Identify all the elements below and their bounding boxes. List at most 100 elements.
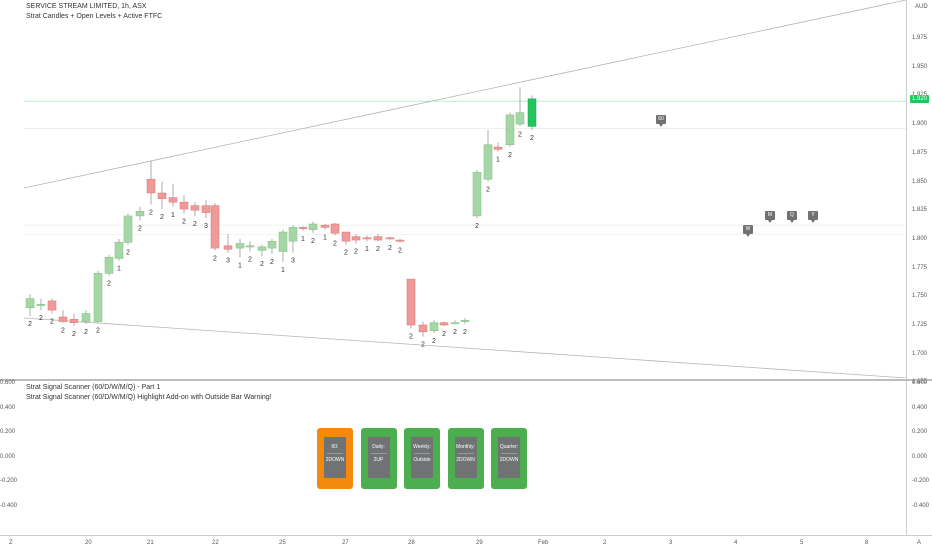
signal-tile-rule: [457, 453, 474, 454]
time-tick-label: 20: [85, 540, 92, 546]
strat-label: 1: [281, 267, 285, 274]
strat-label: 2: [138, 226, 142, 233]
scanner-pane[interactable]: Strat Signal Scanner (60/D/W/M/Q) - Part…: [0, 380, 906, 535]
signal-tile-panel: Quarter: 2DOWN: [498, 437, 520, 478]
candle-body: [429, 322, 439, 331]
price-axis[interactable]: AUD 1.9751.9501.9251.9001.8751.8501.8251…: [906, 0, 932, 385]
pane-divider[interactable]: [0, 379, 932, 381]
signal-tile-value: Outside: [413, 457, 431, 463]
indicator-name: Strat Candles + Open Levels + Active FTF…: [26, 13, 163, 20]
scanner-axis-label: 0.600: [0, 380, 16, 386]
time-tick-label: 27: [342, 540, 349, 546]
signal-tile-value: 2UP: [373, 457, 384, 463]
candle-body: [146, 178, 156, 194]
strat-label: 2: [409, 333, 413, 340]
strat-label: 2: [96, 328, 100, 335]
candle-body: [93, 273, 103, 322]
strat-label: 3: [291, 258, 295, 265]
candle-body: [25, 298, 35, 309]
candle-body: [395, 239, 405, 242]
chart-title: SERVICE STREAM LIMITED, 1h, ASX: [26, 3, 147, 10]
candle-body: [418, 324, 428, 333]
price-tick-label: 1.900: [912, 121, 928, 128]
candle-body: [515, 112, 525, 125]
signal-tile: 60: 2DOWN: [317, 428, 353, 489]
signal-tile-label: Weekly:: [413, 444, 431, 450]
candle-body: [439, 322, 449, 326]
signal-tile-value: 2DOWN: [456, 457, 475, 463]
candle-body: [278, 231, 288, 252]
time-tick-label: 29: [476, 540, 483, 546]
scanner-axis-label: -0.400: [912, 503, 930, 509]
strat-label: 2: [421, 341, 425, 348]
strat-label: 1: [238, 262, 242, 269]
scanner-axis-label: 0.400: [912, 404, 928, 411]
strat-label: 2: [442, 331, 446, 338]
strat-label: 2: [39, 315, 43, 322]
candle-body: [123, 215, 133, 243]
scanner-axis-label: -0.400: [0, 503, 18, 509]
signal-tile-label: 60:: [331, 444, 339, 450]
time-axis[interactable]: Z 20 21 22 25 27 28 29 Feb 2 3 4 5 8 A: [0, 535, 932, 551]
candle-body: [47, 300, 57, 311]
time-tick-label: 25: [279, 540, 286, 546]
strat-label: 2: [72, 331, 76, 338]
zoom-button[interactable]: Z: [9, 540, 13, 546]
strat-label: 2: [333, 240, 337, 247]
strat-label: 2: [311, 238, 315, 245]
lower-trendline: [23, 317, 906, 378]
strat-label: 2: [213, 255, 217, 262]
time-tick-label: 2: [603, 540, 607, 546]
scanner-axis-label: 0.000: [912, 453, 928, 460]
candle-body: [298, 227, 308, 229]
scanner-axis-label: 0.400: [0, 404, 16, 411]
signal-tile-panel: Daily: 2UP: [367, 437, 390, 478]
candle-body: [267, 240, 277, 249]
strat-label: 1: [171, 212, 175, 219]
signal-tile-label: Daily:: [372, 444, 385, 450]
candle-body: [69, 319, 79, 323]
time-tick-label: Feb: [538, 540, 549, 546]
price-tick-label: 1.775: [912, 264, 928, 271]
auto-scale-button[interactable]: A: [917, 540, 922, 546]
strat-label: 2: [508, 152, 512, 159]
time-tick-label: 3: [669, 540, 673, 546]
candle-body: [257, 246, 267, 251]
candle-body: [385, 237, 395, 240]
price-chart[interactable]: SERVICE STREAM LIMITED, 1h, ASX Strat Ca…: [0, 0, 906, 378]
strat-label: 2: [160, 214, 164, 221]
candle-body: [527, 98, 537, 127]
strat-label: 2: [376, 246, 380, 253]
strat-label: 2: [182, 219, 186, 226]
strat-label: 2: [486, 187, 490, 194]
signal-tile-panel: 60: 2DOWN: [324, 437, 346, 478]
time-tick-label: 5: [800, 540, 804, 546]
candle-body: [406, 278, 416, 326]
candle-body: [450, 322, 460, 325]
candle-body: [157, 192, 167, 199]
currency-label: AUD: [915, 4, 928, 10]
monthly-marker[interactable]: M: [765, 211, 775, 223]
strat-label: 2: [50, 319, 54, 326]
price-tick-label: 1.850: [912, 178, 928, 185]
candle-body: [223, 245, 233, 250]
signal-tile-rule: [501, 453, 517, 454]
quarterly-marker[interactable]: Q: [787, 211, 797, 223]
candle-body: [81, 313, 91, 322]
strat-label: 2: [475, 223, 479, 230]
signal-tile-value: 2DOWN: [499, 457, 519, 463]
strat-label: 2: [107, 281, 111, 288]
candle-body: [201, 205, 211, 213]
scanner-axis[interactable]: 0.600 0.400 0.200 0.000 -0.200 -0.400: [906, 380, 932, 535]
signal-tile-rule: [370, 453, 387, 454]
strat-label: 2: [463, 329, 467, 336]
strat-label: 1: [323, 235, 327, 242]
candle-body: [245, 245, 255, 248]
yearly-marker[interactable]: Y: [808, 211, 818, 223]
strat-label: 2: [354, 248, 358, 255]
candle-body: [58, 316, 68, 322]
weekly-marker[interactable]: W: [743, 225, 753, 237]
hourly-marker[interactable]: 60: [656, 115, 666, 127]
signal-tile: Daily: 2UP: [360, 428, 397, 489]
